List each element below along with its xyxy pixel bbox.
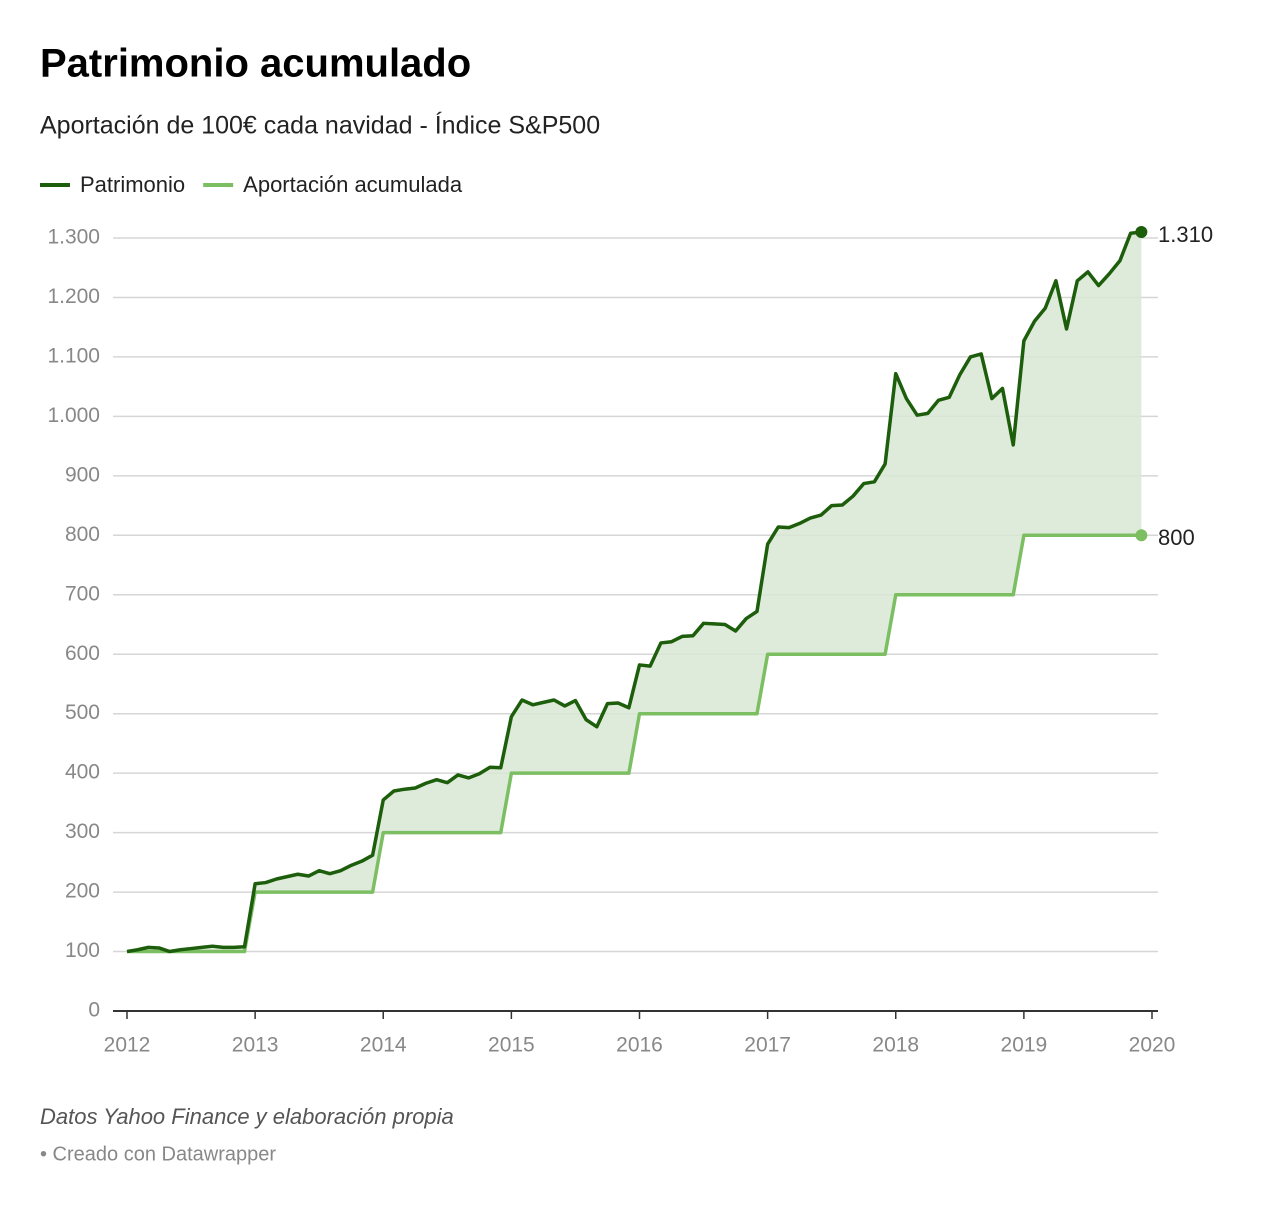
y-tick-label: 0 (88, 999, 100, 1022)
chart-subtitle: Aportación de 100€ cada navidad - Índice… (40, 111, 600, 140)
area-fill (127, 232, 1142, 952)
x-tick-label: 2013 (232, 1034, 279, 1057)
end-label: 1.310 (1158, 222, 1213, 247)
chart-title: Patrimonio acumulado (40, 42, 471, 86)
y-tick-label: 1.000 (47, 404, 100, 427)
y-tick-label: 900 (65, 463, 100, 486)
credit: • Creado con Datawrapper (40, 1143, 276, 1165)
y-tick-label: 100 (65, 939, 100, 962)
end-point (1135, 226, 1148, 239)
y-tick-label: 400 (65, 761, 100, 784)
end-point (1135, 529, 1148, 542)
y-tick-label: 300 (65, 820, 100, 843)
source: Datos Yahoo Finance y elaboración propia (40, 1104, 454, 1129)
y-tick-label: 700 (65, 582, 100, 605)
x-tick-label: 2018 (872, 1034, 919, 1057)
legend-label: Patrimonio (80, 172, 185, 197)
y-tick-label: 600 (65, 642, 100, 665)
y-tick-label: 800 (65, 523, 100, 546)
x-tick-label: 2020 (1129, 1034, 1176, 1057)
y-tick-label: 1.300 (47, 226, 100, 249)
line (126, 230, 1142, 954)
line (127, 533, 1142, 954)
y-tick-label: 500 (65, 701, 100, 724)
end-label: 800 (1158, 525, 1195, 550)
y-tick-label: 200 (65, 880, 100, 903)
x-tick-label: 2014 (360, 1034, 407, 1057)
x-tick-label: 2015 (488, 1034, 535, 1057)
x-tick-label: 2017 (744, 1034, 791, 1057)
x-tick-label: 2016 (616, 1034, 663, 1057)
y-tick-label: 1.100 (47, 344, 100, 367)
y-tick-label: 1.200 (47, 285, 100, 308)
x-tick-label: 2019 (1001, 1034, 1048, 1057)
x-tick-label: 2012 (104, 1034, 151, 1057)
legend-label: Aportación acumulada (243, 172, 463, 197)
